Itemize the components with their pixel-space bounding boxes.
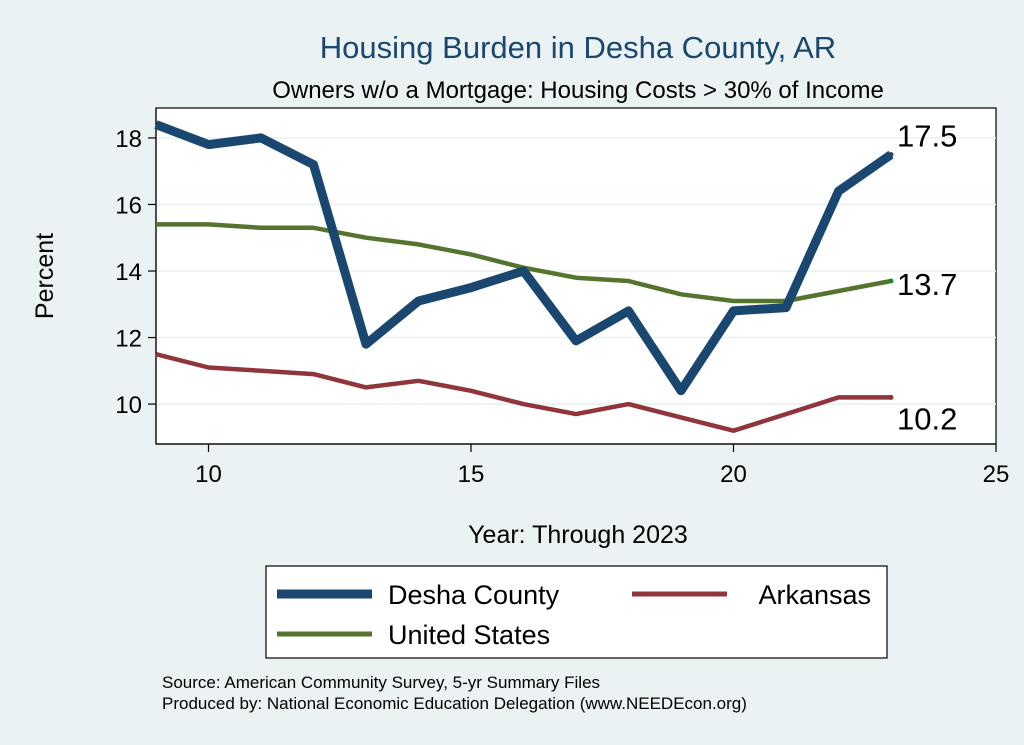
chart-subtitle: Owners w/o a Mortgage: Housing Costs > 3… [272,77,884,104]
legend-label-desha-county: Desha County [388,580,560,610]
chart-title: Housing Burden in Desha County, AR [320,30,836,65]
y-tick-label: 18 [115,126,142,153]
end-marker-united-states [888,278,894,284]
legend-label-arkansas: Arkansas [758,580,871,610]
end-labels: 10.2 13.7 17.5 [888,119,957,436]
x-tick-label: 10 [195,461,222,488]
y-tick-label: 16 [115,192,142,219]
series-line-arkansas [155,352,891,433]
source-note: Source: American Community Survey, 5-yr … [162,673,600,692]
y-axis-title: Percent [31,233,59,319]
end-label-desha-county: 17.5 [897,119,957,154]
end-marker-arkansas [888,394,894,400]
y-axis: 10 12 14 16 18 [115,108,157,444]
x-axis: 10 15 20 25 [156,443,1010,488]
x-tick-label: 20 [720,461,747,488]
producer-note: Produced by: National Economic Education… [162,694,747,713]
y-tick-label: 12 [115,326,142,353]
end-marker-desha-county [888,152,894,158]
y-tick-label: 10 [115,392,142,419]
x-tick-label: 15 [458,461,485,488]
legend-label-united-states: United States [388,620,550,650]
legend: Desha County Arkansas United States [265,565,888,659]
legend-box [265,565,888,659]
series-lines [154,120,894,433]
end-label-united-states: 13.7 [897,267,957,302]
x-tick-label: 25 [983,461,1010,488]
end-label-arkansas: 10.2 [897,401,957,436]
x-axis-title: Year: Through 2023 [468,521,688,549]
y-tick-label: 14 [115,259,142,286]
